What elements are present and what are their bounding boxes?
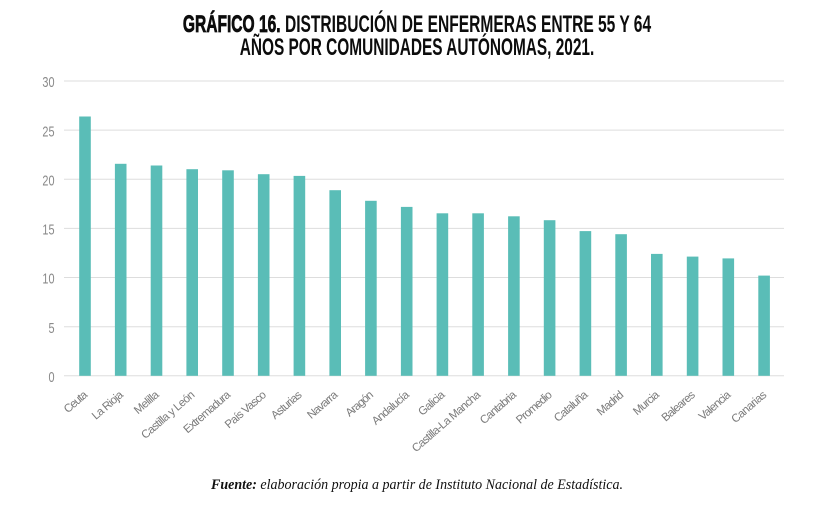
svg-text:Melilla: Melilla — [132, 389, 162, 417]
svg-text:Murcia: Murcia — [631, 389, 662, 418]
svg-text:Madrid: Madrid — [595, 389, 626, 418]
svg-text:Cataluña: Cataluña — [552, 389, 591, 425]
svg-text:Cantabria: Cantabria — [478, 389, 519, 427]
svg-text:15: 15 — [42, 221, 54, 238]
svg-text:10: 10 — [42, 270, 54, 287]
svg-text:Asturias: Asturias — [269, 389, 305, 422]
svg-text:La Rioja: La Rioja — [90, 389, 126, 423]
svg-text:Valencia: Valencia — [697, 389, 734, 423]
svg-text:5: 5 — [48, 319, 54, 336]
svg-text:Promedio: Promedio — [514, 389, 555, 426]
svg-text:Galicia: Galicia — [416, 389, 448, 419]
svg-text:25: 25 — [42, 123, 54, 140]
svg-text:Canarias: Canarias — [729, 389, 769, 426]
svg-text:Baleares: Baleares — [660, 389, 698, 424]
svg-text:Navarra: Navarra — [305, 389, 340, 422]
svg-text:30: 30 — [42, 74, 54, 91]
svg-text:20: 20 — [42, 172, 54, 189]
svg-text:Ceuta: Ceuta — [62, 389, 91, 416]
svg-text:0: 0 — [48, 368, 54, 385]
svg-text:Andalucía: Andalucía — [370, 389, 412, 428]
svg-text:Aragón: Aragón — [344, 389, 376, 419]
